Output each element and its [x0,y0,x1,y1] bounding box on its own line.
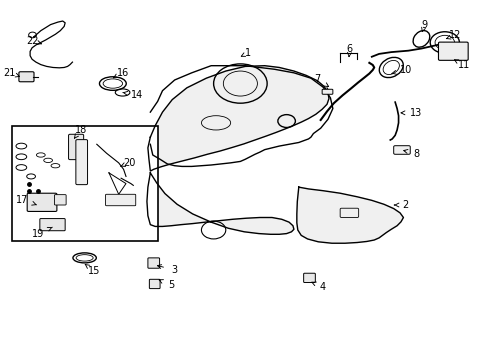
Text: 12: 12 [446,30,462,40]
FancyBboxPatch shape [393,146,410,154]
FancyBboxPatch shape [322,89,333,94]
Text: 15: 15 [85,264,100,276]
Text: 4: 4 [312,282,326,292]
Text: 17: 17 [16,195,37,205]
FancyBboxPatch shape [148,258,160,268]
Text: 2: 2 [394,200,409,210]
FancyBboxPatch shape [439,42,468,60]
FancyBboxPatch shape [12,126,158,241]
Polygon shape [147,173,294,234]
Polygon shape [148,66,329,171]
FancyBboxPatch shape [304,273,316,283]
Text: 11: 11 [454,60,470,70]
Text: 1: 1 [241,48,251,58]
FancyBboxPatch shape [105,194,136,206]
FancyBboxPatch shape [27,193,57,211]
Text: 16: 16 [114,68,129,78]
Text: 3: 3 [157,265,178,275]
Text: 7: 7 [314,74,329,86]
Text: 5: 5 [159,280,174,291]
Text: 19: 19 [32,227,52,239]
Text: 18: 18 [74,125,87,138]
Text: 20: 20 [121,158,136,168]
FancyBboxPatch shape [19,72,34,82]
Polygon shape [297,187,403,243]
Text: 8: 8 [404,149,419,158]
Text: 14: 14 [123,90,143,100]
FancyBboxPatch shape [54,195,66,205]
Text: 6: 6 [347,44,353,57]
Text: 13: 13 [401,108,423,118]
FancyBboxPatch shape [69,134,84,159]
Text: 21: 21 [3,68,20,78]
FancyBboxPatch shape [76,140,88,185]
FancyBboxPatch shape [149,279,160,289]
FancyBboxPatch shape [40,219,65,231]
Text: 9: 9 [421,20,427,32]
Text: 10: 10 [392,65,412,75]
Text: 22: 22 [26,36,41,46]
